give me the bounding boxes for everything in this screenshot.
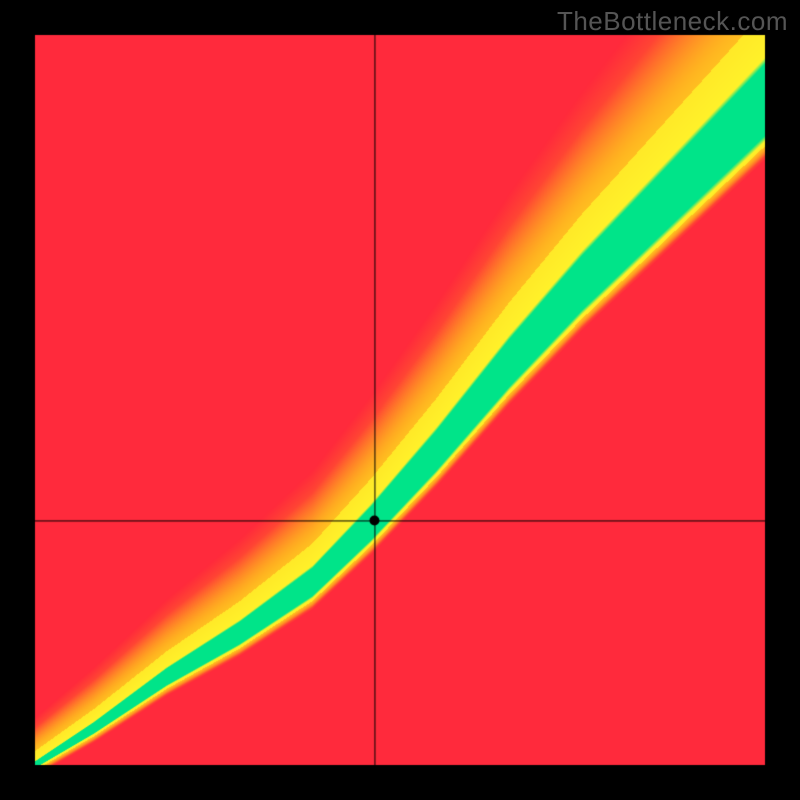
watermark-text: TheBottleneck.com: [557, 6, 788, 37]
bottleneck-heatmap: [0, 0, 800, 800]
chart-container: TheBottleneck.com: [0, 0, 800, 800]
